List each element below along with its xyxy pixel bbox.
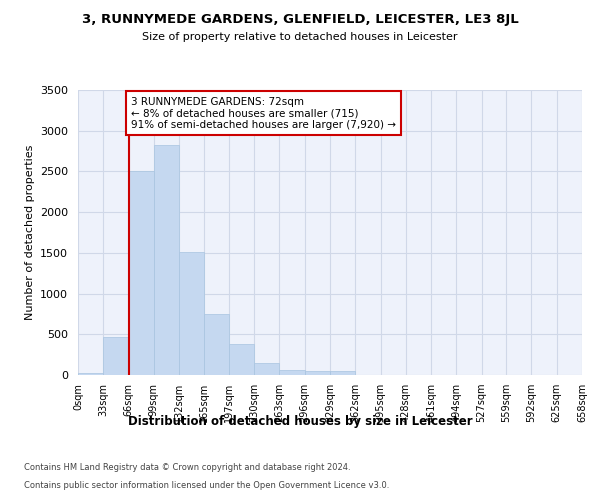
Bar — [205, 314, 229, 375]
Text: Contains HM Land Registry data © Crown copyright and database right 2024.: Contains HM Land Registry data © Crown c… — [24, 464, 350, 472]
Text: Size of property relative to detached houses in Leicester: Size of property relative to detached ho… — [142, 32, 458, 42]
Bar — [128, 172, 154, 375]
Bar — [280, 370, 305, 375]
Bar — [330, 370, 355, 375]
Text: 3 RUNNYMEDE GARDENS: 72sqm
← 8% of detached houses are smaller (715)
91% of semi: 3 RUNNYMEDE GARDENS: 72sqm ← 8% of detac… — [131, 96, 396, 130]
Bar — [305, 370, 330, 375]
Bar — [179, 252, 205, 375]
Bar — [154, 144, 179, 375]
Text: Distribution of detached houses by size in Leicester: Distribution of detached houses by size … — [128, 415, 472, 428]
Y-axis label: Number of detached properties: Number of detached properties — [25, 145, 35, 320]
Bar — [78, 374, 103, 375]
Text: Contains public sector information licensed under the Open Government Licence v3: Contains public sector information licen… — [24, 481, 389, 490]
Text: 3, RUNNYMEDE GARDENS, GLENFIELD, LEICESTER, LE3 8JL: 3, RUNNYMEDE GARDENS, GLENFIELD, LEICEST… — [82, 12, 518, 26]
Bar — [229, 344, 254, 375]
Bar — [103, 337, 128, 375]
Bar — [254, 363, 280, 375]
